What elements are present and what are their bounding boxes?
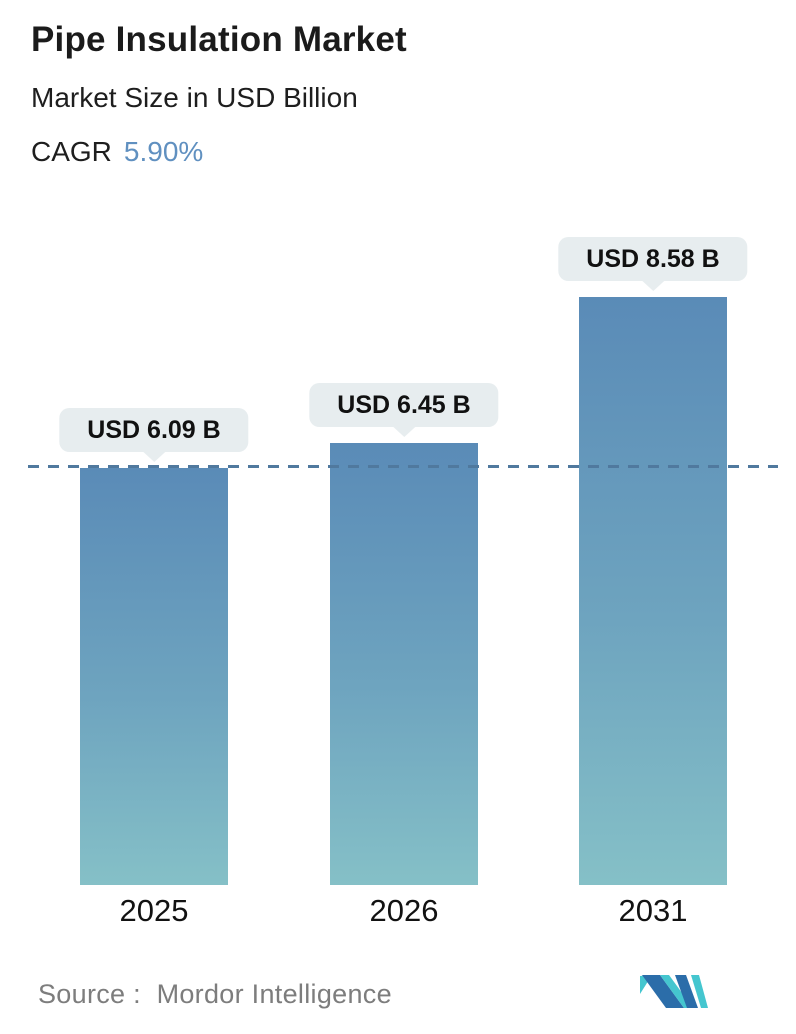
logo-shape-blue-right: [675, 975, 698, 1008]
source-text: Source : Mordor Intelligence: [38, 979, 392, 1010]
value-label-2026: USD 6.45 B: [309, 383, 499, 427]
category-label-2026: 2026: [369, 893, 439, 928]
source-value: Mordor Intelligence: [156, 979, 392, 1009]
value-label-2025: USD 6.09 B: [59, 408, 249, 452]
value-label-2031: USD 8.58 B: [558, 237, 748, 281]
chart-header: Pipe Insulation Market Market Size in US…: [31, 20, 407, 168]
bar-2026: [330, 443, 478, 885]
mordor-intelligence-logo: [640, 975, 708, 1008]
logo-shape-teal-right: [691, 975, 708, 1008]
category-label-2025: 2025: [119, 893, 189, 928]
bar-2025: [80, 468, 228, 885]
cagr-value: 5.90%: [123, 136, 204, 167]
page-title: Pipe Insulation Market: [31, 20, 407, 59]
bar-2031: [579, 297, 727, 885]
reference-dashed-line: [28, 465, 778, 468]
logo-shape-blue-left: [642, 975, 684, 1008]
cagr-row: CAGR 5.90%: [31, 136, 407, 168]
source-label: Source :: [38, 979, 141, 1009]
chart-subtitle: Market Size in USD Billion: [31, 82, 358, 113]
category-label-2031: 2031: [618, 893, 688, 928]
cagr-label: CAGR: [31, 136, 112, 167]
